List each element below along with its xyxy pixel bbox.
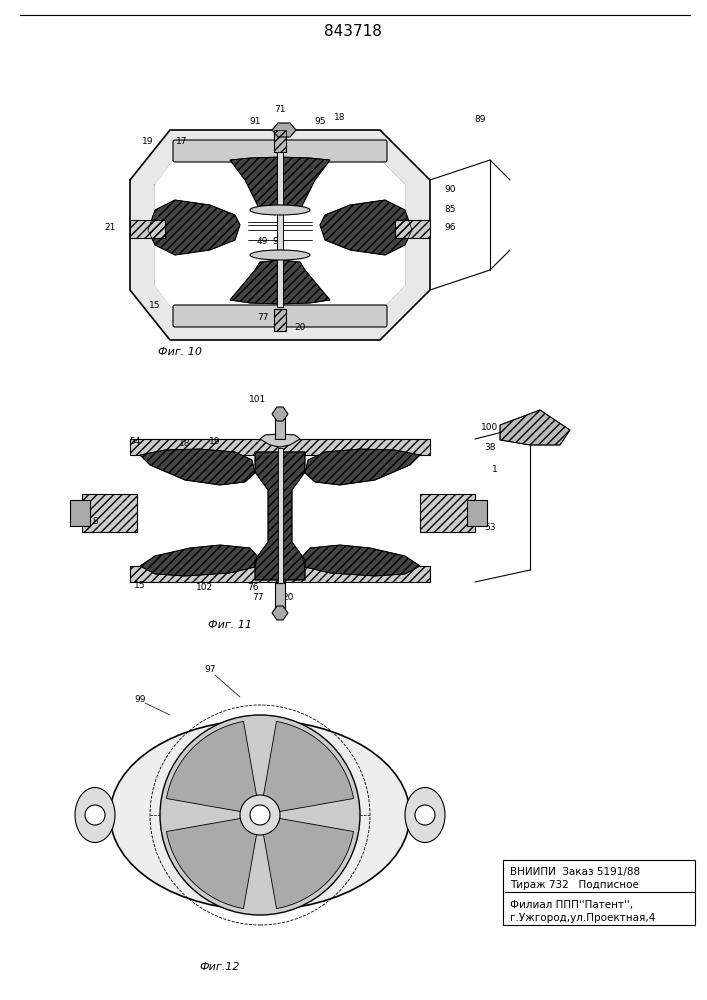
- Circle shape: [240, 795, 280, 835]
- Text: 85: 85: [444, 206, 456, 215]
- Text: Тираж 732   Подписное: Тираж 732 Подписное: [510, 880, 639, 890]
- Bar: [278, 448, 283, 583]
- Polygon shape: [500, 410, 570, 445]
- Bar: [395, 220, 430, 238]
- Bar: [467, 500, 487, 526]
- Wedge shape: [260, 815, 354, 909]
- Text: 95: 95: [314, 117, 326, 126]
- Bar: [130, 220, 165, 238]
- Polygon shape: [148, 200, 240, 255]
- Bar: [503, 860, 695, 925]
- Circle shape: [415, 805, 435, 825]
- Text: 101: 101: [250, 395, 267, 404]
- Text: 98: 98: [274, 607, 286, 616]
- Text: 96: 96: [444, 223, 456, 232]
- FancyBboxPatch shape: [173, 305, 387, 327]
- Ellipse shape: [250, 250, 310, 260]
- Bar: [274, 130, 286, 152]
- Circle shape: [160, 715, 360, 915]
- Text: 77: 77: [252, 592, 264, 601]
- Bar: [130, 439, 430, 455]
- Text: 102: 102: [197, 582, 214, 591]
- Bar: [420, 494, 475, 532]
- Text: 19: 19: [142, 137, 153, 146]
- Bar: [395, 220, 430, 238]
- Bar: [82, 494, 137, 532]
- Polygon shape: [130, 130, 430, 340]
- Bar: [130, 566, 430, 582]
- Text: 15: 15: [149, 300, 160, 310]
- Text: 76: 76: [247, 582, 259, 591]
- Bar: [274, 130, 286, 152]
- Text: 54: 54: [129, 438, 141, 446]
- Ellipse shape: [75, 788, 115, 842]
- Polygon shape: [320, 200, 412, 255]
- Text: Фиг. 10: Фиг. 10: [158, 347, 202, 357]
- Text: 53: 53: [484, 524, 496, 532]
- Text: 94: 94: [272, 237, 284, 246]
- Text: 8: 8: [92, 518, 98, 526]
- Text: 89: 89: [474, 115, 486, 124]
- Text: 71: 71: [274, 105, 286, 114]
- Bar: [274, 309, 286, 331]
- Polygon shape: [140, 545, 258, 576]
- Bar: [274, 309, 286, 331]
- Bar: [275, 414, 285, 439]
- Bar: [130, 439, 430, 455]
- Polygon shape: [272, 606, 288, 620]
- Polygon shape: [260, 434, 300, 447]
- Polygon shape: [302, 545, 420, 576]
- Text: 93: 93: [274, 190, 286, 200]
- Text: 92: 92: [216, 237, 228, 246]
- Ellipse shape: [110, 720, 410, 910]
- Text: 49: 49: [257, 237, 268, 246]
- Text: 18: 18: [180, 440, 191, 448]
- FancyBboxPatch shape: [173, 140, 387, 162]
- Polygon shape: [230, 260, 330, 304]
- Polygon shape: [230, 157, 330, 213]
- Text: 19: 19: [209, 438, 221, 446]
- Text: Фиг.12: Фиг.12: [200, 962, 240, 972]
- Text: г.Ужгород,ул.Проектная,4: г.Ужгород,ул.Проектная,4: [510, 913, 655, 923]
- Text: 97: 97: [204, 666, 216, 674]
- Text: ВНИИПИ  Заказ 5191/88: ВНИИПИ Заказ 5191/88: [510, 867, 640, 877]
- Text: 77: 77: [257, 312, 269, 322]
- Text: 99: 99: [134, 696, 146, 704]
- Text: Филиал ППП''Патент'',: Филиал ППП''Патент'',: [510, 900, 633, 910]
- Bar: [70, 500, 90, 526]
- Bar: [130, 220, 165, 238]
- Bar: [82, 494, 137, 532]
- Text: 91: 91: [250, 117, 261, 126]
- Bar: [275, 583, 285, 608]
- Text: 1: 1: [492, 466, 498, 475]
- Text: 20: 20: [282, 592, 293, 601]
- Wedge shape: [260, 721, 354, 815]
- Text: 15: 15: [134, 580, 146, 589]
- Text: 18: 18: [334, 113, 346, 122]
- Ellipse shape: [250, 205, 310, 215]
- Text: 90: 90: [444, 186, 456, 194]
- Text: 100: 100: [481, 424, 498, 432]
- Polygon shape: [272, 123, 296, 137]
- Circle shape: [85, 805, 105, 825]
- Text: 843718: 843718: [324, 24, 382, 39]
- Polygon shape: [305, 449, 420, 485]
- Text: 38: 38: [484, 444, 496, 452]
- Text: 20: 20: [294, 322, 305, 332]
- Text: Фиг. 11: Фиг. 11: [208, 620, 252, 630]
- Ellipse shape: [405, 788, 445, 842]
- Polygon shape: [272, 407, 288, 421]
- Circle shape: [250, 805, 270, 825]
- Bar: [420, 494, 475, 532]
- Bar: [130, 566, 430, 582]
- Polygon shape: [255, 452, 305, 580]
- Polygon shape: [155, 145, 405, 325]
- Wedge shape: [166, 721, 260, 815]
- Text: 21: 21: [105, 223, 116, 232]
- Text: 17: 17: [176, 137, 188, 146]
- Wedge shape: [166, 815, 260, 909]
- Polygon shape: [140, 449, 255, 485]
- Bar: [277, 147, 283, 307]
